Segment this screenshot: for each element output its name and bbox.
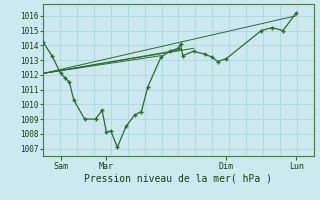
X-axis label: Pression niveau de la mer( hPa ): Pression niveau de la mer( hPa ) <box>84 173 272 183</box>
